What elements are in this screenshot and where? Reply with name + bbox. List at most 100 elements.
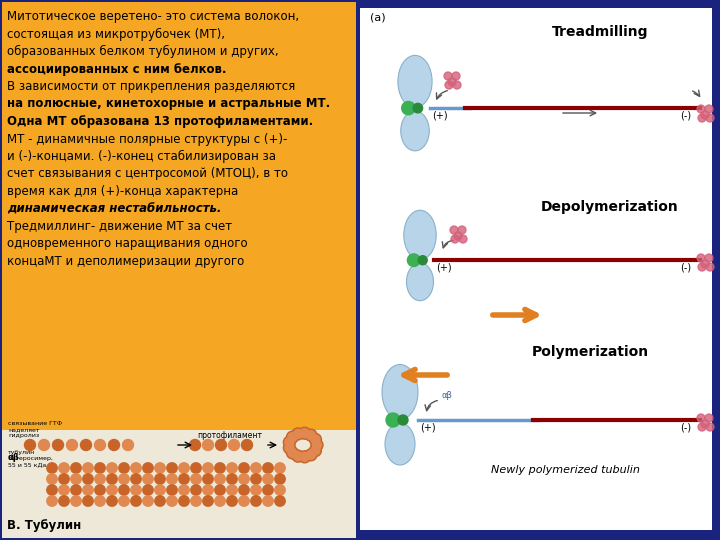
Text: В зависимости от прикрепления разделяются: В зависимости от прикрепления разделяютс… <box>7 80 295 93</box>
Circle shape <box>299 451 311 463</box>
Circle shape <box>386 413 400 427</box>
Text: Depolymerization: Depolymerization <box>541 200 679 214</box>
Circle shape <box>402 102 415 115</box>
Circle shape <box>59 496 69 506</box>
Text: Newly polymerized tubulin: Newly polymerized tubulin <box>490 465 639 475</box>
Circle shape <box>275 485 285 495</box>
Text: αβ: αβ <box>442 391 453 400</box>
Circle shape <box>215 440 227 450</box>
Circle shape <box>459 235 467 243</box>
Ellipse shape <box>398 56 432 107</box>
Text: (a): (a) <box>370 13 386 23</box>
Circle shape <box>448 78 456 86</box>
Circle shape <box>706 263 714 271</box>
Circle shape <box>203 485 213 495</box>
Text: (+): (+) <box>436 263 451 273</box>
Text: Митотическое веретено- это система волокон,: Митотическое веретено- это система волок… <box>7 10 299 23</box>
Text: (-): (-) <box>680 111 691 121</box>
Text: Treadmilling: Treadmilling <box>552 25 648 39</box>
Circle shape <box>287 447 299 459</box>
Circle shape <box>263 496 273 506</box>
Circle shape <box>307 450 315 460</box>
Circle shape <box>445 81 453 89</box>
Text: Тредмиллинг- движение МТ за счет: Тредмиллинг- движение МТ за счет <box>7 220 232 233</box>
Circle shape <box>275 463 285 473</box>
Circle shape <box>263 463 273 473</box>
Circle shape <box>131 485 141 495</box>
Circle shape <box>24 440 35 450</box>
Circle shape <box>239 463 249 473</box>
Circle shape <box>227 496 237 506</box>
Circle shape <box>107 485 117 495</box>
Text: образованных белком тубулином и других,: образованных белком тубулином и других, <box>7 45 279 58</box>
Circle shape <box>263 474 273 484</box>
Circle shape <box>38 440 50 450</box>
Circle shape <box>59 474 69 484</box>
Circle shape <box>155 474 165 484</box>
Circle shape <box>452 72 460 80</box>
Text: (-): (-) <box>680 423 691 433</box>
Circle shape <box>311 446 320 455</box>
Circle shape <box>155 485 165 495</box>
Circle shape <box>698 423 706 431</box>
Circle shape <box>191 496 201 506</box>
Circle shape <box>143 496 153 506</box>
Circle shape <box>454 232 462 240</box>
Text: (+): (+) <box>432 111 448 121</box>
Circle shape <box>179 496 189 506</box>
Circle shape <box>179 485 189 495</box>
Text: (+): (+) <box>420 423 436 433</box>
Circle shape <box>311 439 323 451</box>
Circle shape <box>228 440 240 450</box>
Circle shape <box>47 474 57 484</box>
Circle shape <box>311 435 320 444</box>
Circle shape <box>215 474 225 484</box>
Circle shape <box>71 463 81 473</box>
Circle shape <box>251 474 261 484</box>
Circle shape <box>413 103 423 113</box>
Circle shape <box>119 485 129 495</box>
Circle shape <box>155 463 165 473</box>
Text: на полюсные, кинетохорные и астральные МТ.: на полюсные, кинетохорные и астральные М… <box>7 98 330 111</box>
Circle shape <box>239 485 249 495</box>
Text: (-): (-) <box>680 263 691 273</box>
Circle shape <box>697 105 705 113</box>
Circle shape <box>215 463 225 473</box>
Circle shape <box>275 474 285 484</box>
Circle shape <box>59 485 69 495</box>
Circle shape <box>299 427 311 439</box>
Circle shape <box>701 111 709 119</box>
Circle shape <box>95 496 105 506</box>
Circle shape <box>241 440 253 450</box>
Circle shape <box>122 440 133 450</box>
Text: МТ - динамичные полярные структуры с (+)-: МТ - динамичные полярные структуры с (+)… <box>7 132 287 145</box>
Circle shape <box>215 485 225 495</box>
Ellipse shape <box>401 111 429 151</box>
Text: и (-)-концами. (-)-конец стабилизирован за: и (-)-концами. (-)-конец стабилизирован … <box>7 150 276 163</box>
Circle shape <box>131 474 141 484</box>
Circle shape <box>119 463 129 473</box>
Text: состоящая из микротрубочек (МТ),: состоящая из микротрубочек (МТ), <box>7 28 225 40</box>
Circle shape <box>292 450 304 462</box>
Text: αβ: αβ <box>8 453 19 462</box>
Circle shape <box>167 485 177 495</box>
Circle shape <box>191 463 201 473</box>
Text: связывание ГТФ
наделяет
гидролиз: связывание ГТФ наделяет гидролиз <box>8 421 62 438</box>
Circle shape <box>107 463 117 473</box>
Circle shape <box>202 440 214 450</box>
Circle shape <box>83 474 93 484</box>
Circle shape <box>284 436 295 448</box>
Bar <box>2 430 356 538</box>
Circle shape <box>191 485 201 495</box>
Circle shape <box>155 496 165 506</box>
Circle shape <box>300 429 309 438</box>
Circle shape <box>227 474 237 484</box>
Circle shape <box>310 444 321 456</box>
Circle shape <box>310 434 321 445</box>
Circle shape <box>167 496 177 506</box>
Circle shape <box>71 485 81 495</box>
Circle shape <box>305 449 317 461</box>
Text: динамическая нестабильность.: динамическая нестабильность. <box>7 202 221 215</box>
Circle shape <box>705 105 713 113</box>
Circle shape <box>131 463 141 473</box>
